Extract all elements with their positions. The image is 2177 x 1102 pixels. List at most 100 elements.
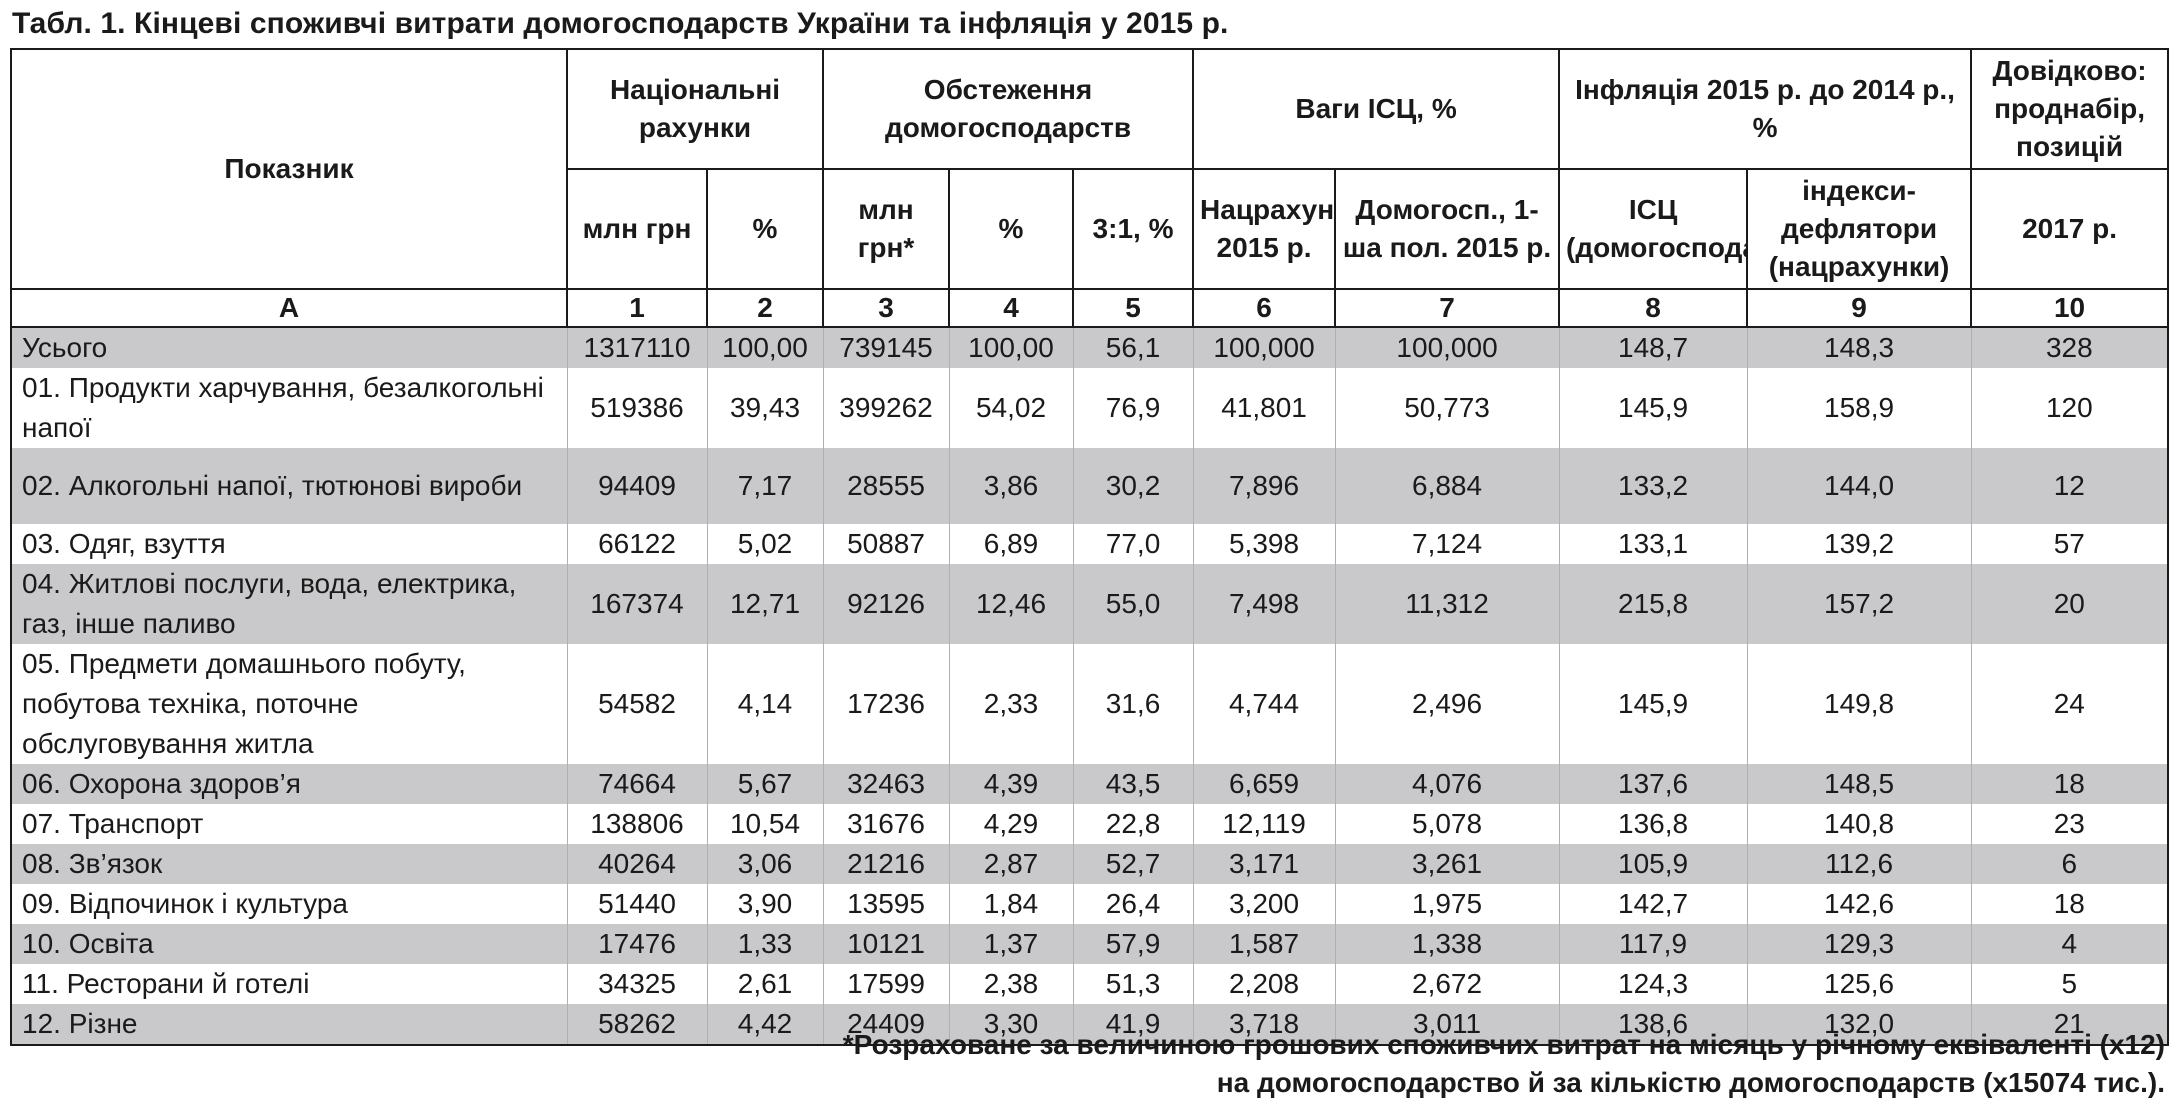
column-number: 1	[566, 288, 708, 328]
cell-value: 21216	[822, 844, 950, 884]
cell-value: 117,9	[1558, 924, 1748, 964]
cell-value: 148,7	[1558, 327, 1748, 368]
subheader-c7: Домогосп., 1-ша пол. 2015 р.	[1334, 168, 1561, 290]
subheader-c1: млн грн	[566, 168, 708, 290]
table-row: 09. Відпочинок і культура 51440 3,90 13595 1…	[10, 884, 2170, 924]
cell-value: 2,672	[1334, 964, 1560, 1004]
cell-value: 31,6	[1072, 644, 1194, 764]
footnote: *Розраховане за величиною грошових спожи…	[843, 1026, 2165, 1102]
cell-value: 22,8	[1072, 804, 1194, 844]
cell-value: 5,078	[1334, 804, 1560, 844]
cell-value: 74664	[566, 764, 708, 804]
cell-value: 28555	[822, 448, 950, 524]
table-body: Усього 1317110 100,00 739145 100,00 56,1 100,0…	[10, 327, 2170, 1046]
row-label: 11. Ресторани й готелі	[10, 964, 568, 1004]
national-accounts-header: Національні рахунки	[566, 48, 824, 170]
row-label: Усього	[10, 327, 568, 368]
table-row: 07. Транспорт 138806 10,54 31676 4,29 22,8 12,…	[10, 804, 2170, 844]
subheader-c6: Нацрахунки 2015 р.	[1192, 168, 1337, 290]
reference-header: Довідково: проднабір, позицій	[1970, 48, 2170, 170]
cell-value: 4,42	[706, 1004, 824, 1046]
cell-value: 125,6	[1746, 964, 1972, 1004]
row-label: 01. Продукти харчування, безалкогольні н…	[10, 368, 568, 448]
cell-value: 2,208	[1192, 964, 1336, 1004]
cell-value: 1,587	[1192, 924, 1336, 964]
cell-value: 24	[1970, 644, 2170, 764]
row-label: 04. Житлові послуги, вода, електрика, га…	[10, 564, 568, 644]
cell-value: 140,8	[1746, 804, 1972, 844]
cell-value: 3,06	[706, 844, 824, 884]
cell-value: 149,8	[1746, 644, 1972, 764]
cell-value: 133,2	[1558, 448, 1748, 524]
table-row: 03. Одяг, взуття 66122 5,02 50887 6,89 77,0 5,…	[10, 524, 2170, 564]
cell-value: 6,89	[948, 524, 1074, 564]
table-row: 10. Освіта 17476 1,33 10121 1,37 57,9 1,587 1,3…	[10, 924, 2170, 964]
cell-value: 6,659	[1192, 764, 1336, 804]
cell-value: 57,9	[1072, 924, 1194, 964]
cell-value: 100,00	[948, 327, 1074, 368]
column-number: 6	[1192, 288, 1337, 328]
cell-value: 7,498	[1192, 564, 1336, 644]
table-row: 12. Різне 58262 4,42 24409 3,30 41,9 3,718 3,01…	[10, 1004, 2170, 1046]
cell-value: 92126	[822, 564, 950, 644]
row-label: 03. Одяг, взуття	[10, 524, 568, 564]
cell-value: 158,9	[1746, 368, 1972, 448]
cell-value: 100,000	[1334, 327, 1560, 368]
column-number-row: А 1 2 3 4 5 6 7 8 9 10	[10, 288, 2170, 328]
cell-value: 51440	[566, 884, 708, 924]
subheader-c9: індекси-дефлятори (нацрахунки)	[1746, 168, 1973, 290]
cell-value: 100,000	[1192, 327, 1336, 368]
inflation-header: Інфляція 2015 р. до 2014 р., %	[1558, 48, 1973, 170]
cell-value: 4,14	[706, 644, 824, 764]
table-row: 02. Алкогольні напої, тютюнові вироби 944…	[10, 448, 2170, 524]
column-number: 3	[822, 288, 950, 328]
cell-value: 145,9	[1558, 644, 1748, 764]
cell-value: 129,3	[1746, 924, 1972, 964]
cell-value: 1,975	[1334, 884, 1560, 924]
table-row: 06. Охорона здоров’я 74664 5,67 32463 4,39 43…	[10, 764, 2170, 804]
cell-value: 1,33	[706, 924, 824, 964]
cell-value: 77,0	[1072, 524, 1194, 564]
cell-value: 2,38	[948, 964, 1074, 1004]
column-number: 9	[1746, 288, 1973, 328]
cell-value: 144,0	[1746, 448, 1972, 524]
cell-value: 6	[1970, 844, 2170, 884]
cell-value: 399262	[822, 368, 950, 448]
row-label: 09. Відпочинок і культура	[10, 884, 568, 924]
row-label: 10. Освіта	[10, 924, 568, 964]
cell-value: 2,496	[1334, 644, 1560, 764]
cell-value: 5,02	[706, 524, 824, 564]
cell-value: 21	[1970, 1004, 2170, 1046]
cell-value: 100,00	[706, 327, 824, 368]
table-row: 04. Житлові послуги, вода, електрика, га…	[10, 564, 2170, 644]
row-label: 12. Різне	[10, 1004, 568, 1046]
cell-value: 739145	[822, 327, 950, 368]
table-row: 05. Предмети домашнього побуту, побутова…	[10, 644, 2170, 764]
cell-value: 148,3	[1746, 327, 1972, 368]
cell-value: 4,744	[1192, 644, 1336, 764]
subheader-c3: млн грн*	[822, 168, 950, 290]
cell-value: 17599	[822, 964, 950, 1004]
cell-value: 148,5	[1746, 764, 1972, 804]
cell-value: 3,86	[948, 448, 1074, 524]
cell-value: 112,6	[1746, 844, 1972, 884]
cell-value: 1317110	[566, 327, 708, 368]
cell-value: 54,02	[948, 368, 1074, 448]
cell-value: 41,801	[1192, 368, 1336, 448]
cell-value: 167374	[566, 564, 708, 644]
table-caption: Табл. 1. Кінцеві споживчі витрати домого…	[12, 7, 1229, 40]
cell-value: 3,30	[948, 1004, 1074, 1046]
cell-value: 31676	[822, 804, 950, 844]
cell-value: 1,37	[948, 924, 1074, 964]
subheader-c5: 3:1, %	[1071, 168, 1195, 290]
cell-value: 132,0	[1746, 1004, 1972, 1046]
footnote-line-1: *Розраховане за величиною грошових спожи…	[842, 1029, 2165, 1060]
cell-value: 139,2	[1746, 524, 1972, 564]
expenditure-inflation-table: Показник Національні рахунки Обстеження …	[10, 48, 2170, 1046]
footnote-line-2: на домогосподарство й за кількістю домог…	[1216, 1067, 2165, 1098]
column-number: 2	[706, 288, 824, 328]
cell-value: 519386	[566, 368, 708, 448]
cell-value: 10121	[822, 924, 950, 964]
cell-value: 1,338	[1334, 924, 1560, 964]
cell-value: 215,8	[1558, 564, 1748, 644]
